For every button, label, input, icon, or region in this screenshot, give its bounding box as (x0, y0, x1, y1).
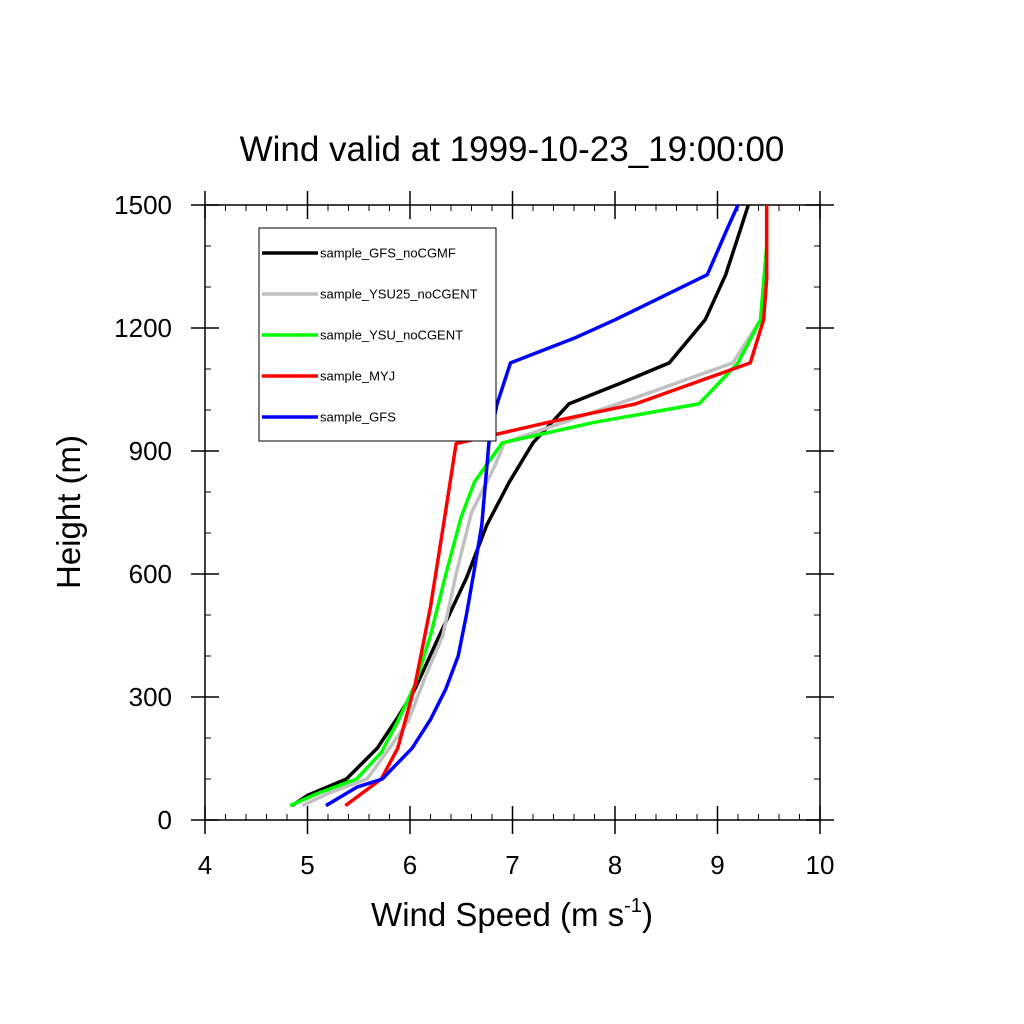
x-tick-label: 6 (403, 850, 417, 880)
legend-label: sample_YSU25_noCGENT (320, 287, 478, 302)
y-tick-label: 1500 (114, 190, 172, 220)
legend-label: sample_GFS_noCGMF (320, 246, 456, 261)
series-line-5 (325, 204, 740, 808)
y-tick-label: 300 (129, 682, 172, 712)
x-tick-label: 8 (608, 850, 622, 880)
major-ticks (191, 191, 834, 834)
y-tick-label: 900 (129, 436, 172, 466)
x-axis-unit-exponent: -1 (624, 895, 642, 917)
series-lines (289, 204, 769, 808)
y-tick-label: 1200 (114, 313, 172, 343)
legend-label: sample_MYJ (320, 369, 395, 384)
x-tick-label: 10 (806, 850, 835, 880)
x-tick-label: 4 (198, 850, 212, 880)
x-axis-title: Wind Speed (m s-1) (371, 895, 653, 933)
legend: sample_GFS_noCGMF sample_YSU25_noCGENTsam… (258, 227, 497, 442)
y-tick-label: 0 (158, 805, 172, 835)
x-tick-label: 7 (505, 850, 519, 880)
x-axis-label-suffix: ) (642, 896, 653, 933)
y-tick-labels: 0 300 600 900 1200 1500 (114, 190, 172, 835)
legend-label: sample_YSU_noCGENT (320, 328, 463, 343)
x-axis-label: Wind Speed (m s (371, 896, 624, 933)
legend-label: sample_GFS (320, 410, 396, 425)
series-line-3 (289, 205, 769, 808)
series-line-1 (291, 204, 750, 808)
chart-title: Wind valid at 1999-10-23_19:00:00 (240, 130, 785, 169)
y-tick-label: 600 (129, 559, 172, 589)
series-line-4 (344, 205, 769, 808)
x-tick-labels: 4 5 6 7 8 9 10 (198, 850, 835, 880)
y-axis-title: Height (m) (50, 435, 87, 589)
series-line-2 (301, 205, 769, 808)
x-tick-label: 9 (710, 850, 724, 880)
x-tick-label: 5 (300, 850, 314, 880)
